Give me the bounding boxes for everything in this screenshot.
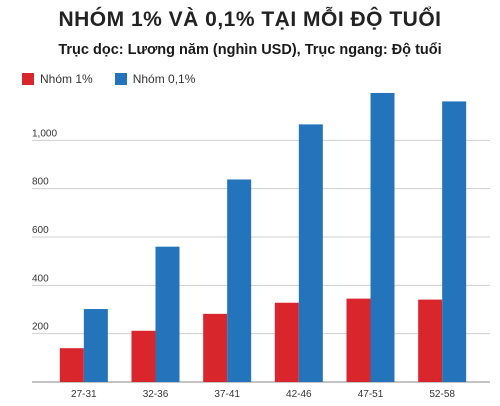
x-tick-label: 52-58: [429, 389, 455, 400]
y-tick-label: 1,000: [32, 128, 57, 139]
chart-title: NHÓM 1% VÀ 0,1% TẠI MỖI ĐỘ TUỔI: [58, 8, 442, 31]
bar-series-1-42-46: [274, 302, 299, 382]
bar-series-2-37-41: [227, 179, 252, 382]
chart-subtitle: Trục dọc: Lương năm (nghìn USD), Trục ng…: [58, 42, 442, 58]
bar-series-1-27-31: [59, 348, 84, 382]
legend-label-series-1: Nhóm 1%: [40, 72, 93, 86]
legend-swatch-series-2: [114, 73, 127, 85]
x-tick-label: 47-51: [358, 389, 384, 400]
legend-swatch-series-1: [22, 73, 34, 85]
x-tick-label: 32-36: [143, 389, 169, 400]
bar-series-2-32-36: [155, 246, 180, 382]
x-tick-label: 37-41: [214, 389, 240, 400]
y-tick-label: 800: [32, 177, 49, 188]
y-tick-label: 600: [32, 225, 49, 236]
bar-series-2-42-46: [298, 124, 323, 382]
y-tick-label: 200: [32, 322, 49, 333]
legend-item-series-1: Nhóm 1%: [22, 72, 93, 86]
bar-series-2-27-31: [83, 309, 108, 382]
x-tick-label: 42-46: [286, 389, 312, 400]
legend: Nhóm 1% Nhóm 0,1%: [22, 72, 217, 86]
x-tick-label: 27-31: [71, 389, 97, 400]
bar-series-1-32-36: [131, 330, 156, 382]
bar-series-1-47-51: [346, 298, 371, 382]
legend-label-series-2: Nhóm 0,1%: [132, 72, 196, 86]
legend-item-series-2: Nhóm 0,1%: [114, 72, 196, 86]
y-tick-label: 400: [32, 273, 49, 284]
bar-series-1-37-41: [203, 313, 228, 382]
bar-series-2-47-51: [370, 92, 395, 382]
bar-series-2-52-58: [442, 101, 467, 383]
bar-series-1-52-58: [418, 299, 443, 382]
